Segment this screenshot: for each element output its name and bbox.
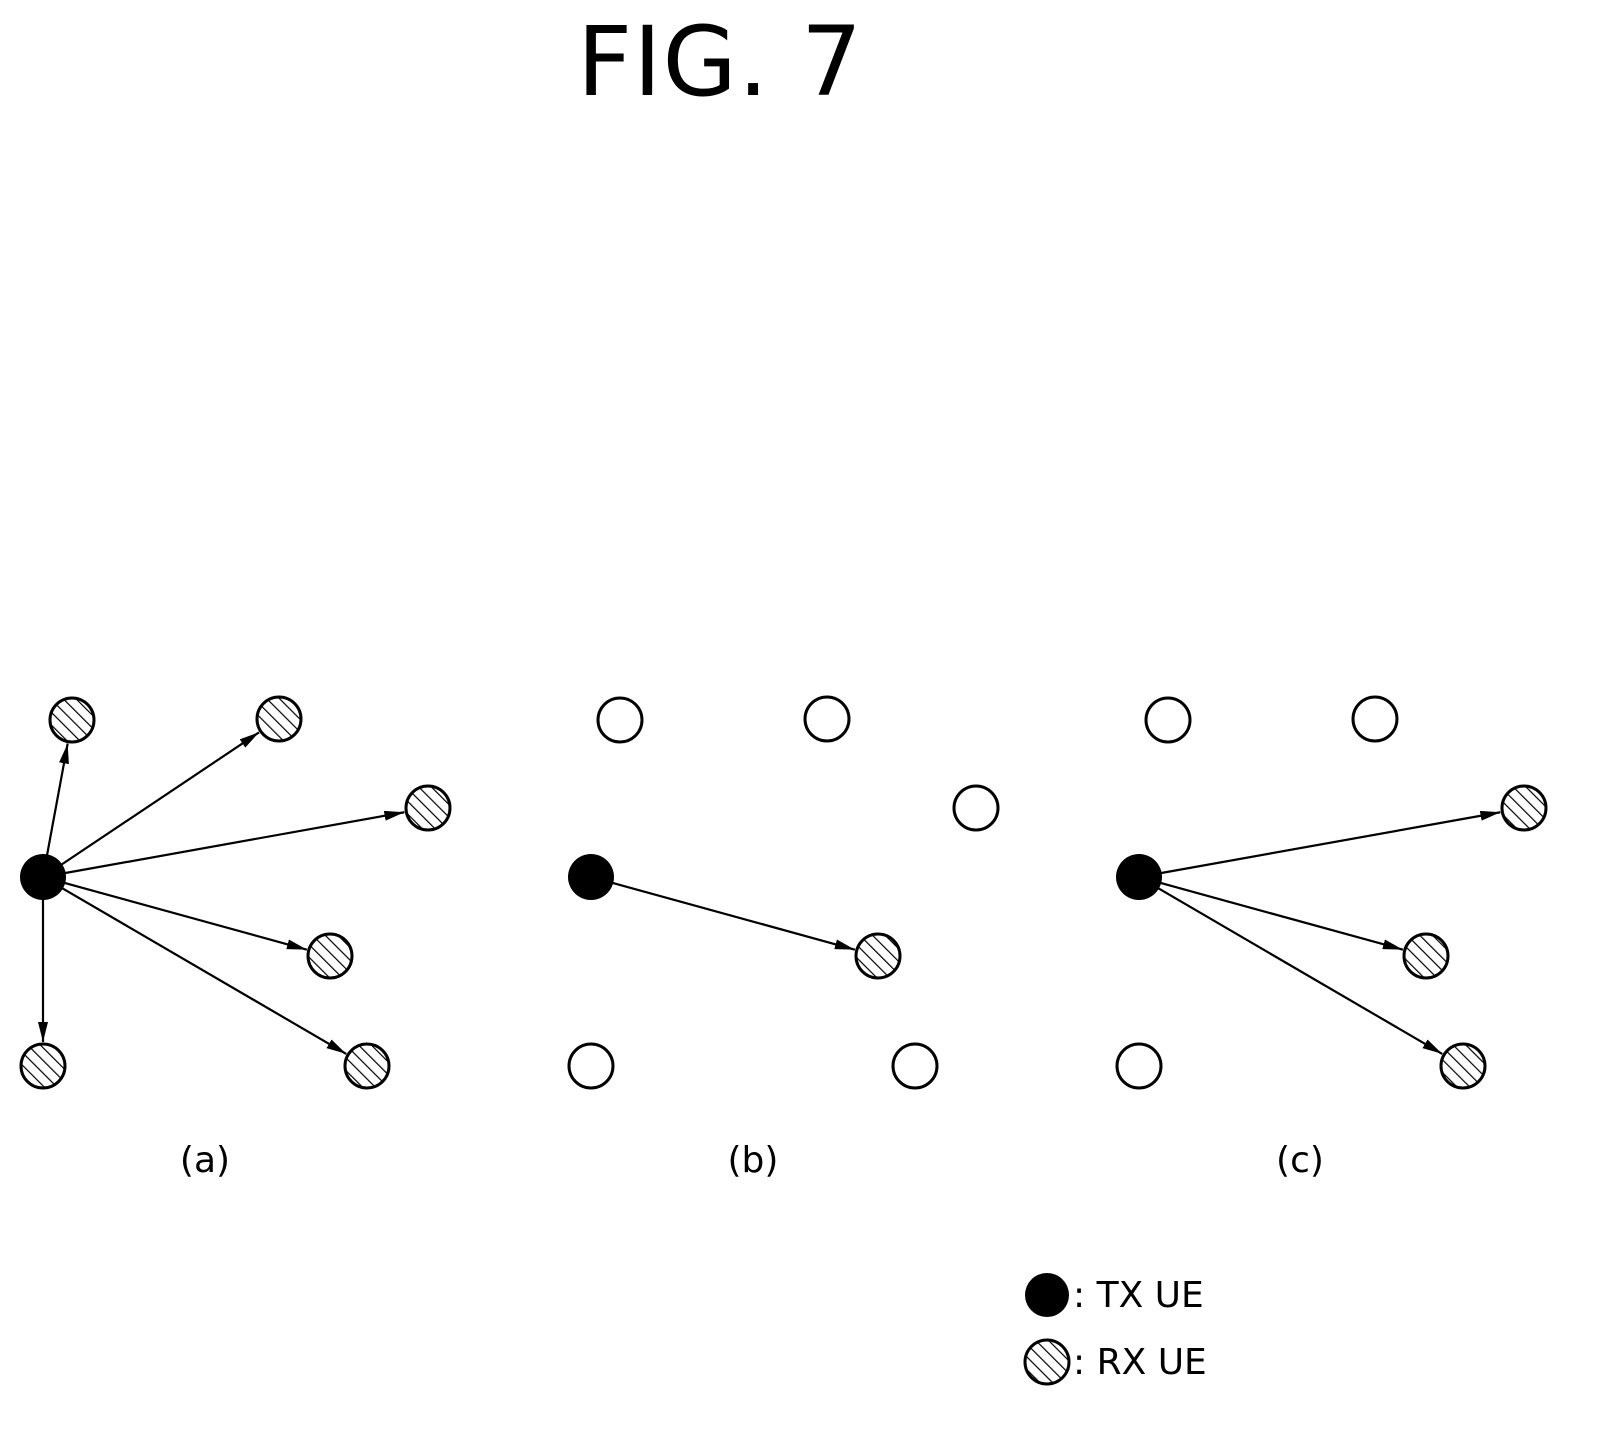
arrow-to-n4 (611, 881, 856, 951)
rx-ue-node-n3 (404, 784, 452, 832)
tx-ue-node (20, 854, 66, 900)
legend-tx-symbol (1025, 1273, 1069, 1317)
rx-ue-node-n4 (854, 932, 902, 980)
ue-node-n2 (1351, 695, 1399, 743)
arrow-to-n3 (64, 810, 405, 875)
rx-ue-node-n3 (1500, 784, 1548, 832)
arrow-to-n5 (61, 887, 347, 1055)
arrow-to-n4 (63, 881, 308, 951)
arrow-to-n5 (1157, 887, 1443, 1055)
ue-node-n3 (952, 784, 1000, 832)
ue-node-n1 (596, 696, 644, 744)
panel-c (1115, 695, 1548, 1090)
rx-ue-node-n4 (306, 932, 354, 980)
arrow-to-n4 (1159, 881, 1404, 951)
arrow-to-n2 (60, 731, 260, 866)
legend: : TX UE : RX UE (1023, 1273, 1207, 1386)
rx-ue-node-n6 (19, 1042, 67, 1090)
legend-rx-symbol (1023, 1338, 1071, 1386)
legend-rx-label: : RX UE (1073, 1342, 1207, 1383)
rx-ue-node-n2 (255, 695, 303, 743)
rx-ue-node-n4 (1402, 932, 1450, 980)
rx-ue-node-n5 (1439, 1042, 1487, 1090)
arrow-to-n3 (1160, 810, 1501, 875)
panel-b (567, 695, 1000, 1090)
ue-node-n5 (891, 1042, 939, 1090)
arrow-to-n1 (45, 743, 69, 856)
ue-node-n1 (1144, 696, 1192, 744)
figure-title: FIG. 7 (576, 6, 864, 118)
panel-c-label: (c) (1276, 1140, 1324, 1181)
rx-ue-node-n1 (48, 696, 96, 744)
panel-a-label: (a) (180, 1140, 230, 1181)
ue-node-n6 (567, 1042, 615, 1090)
panel-b-label: (b) (728, 1140, 779, 1181)
rx-ue-node-n5 (343, 1042, 391, 1090)
ue-node-n2 (803, 695, 851, 743)
tx-ue-node (1116, 854, 1162, 900)
ue-node-n6 (1115, 1042, 1163, 1090)
tx-ue-node (568, 854, 614, 900)
legend-tx-label: : TX UE (1073, 1275, 1204, 1316)
panel-a (19, 695, 452, 1090)
